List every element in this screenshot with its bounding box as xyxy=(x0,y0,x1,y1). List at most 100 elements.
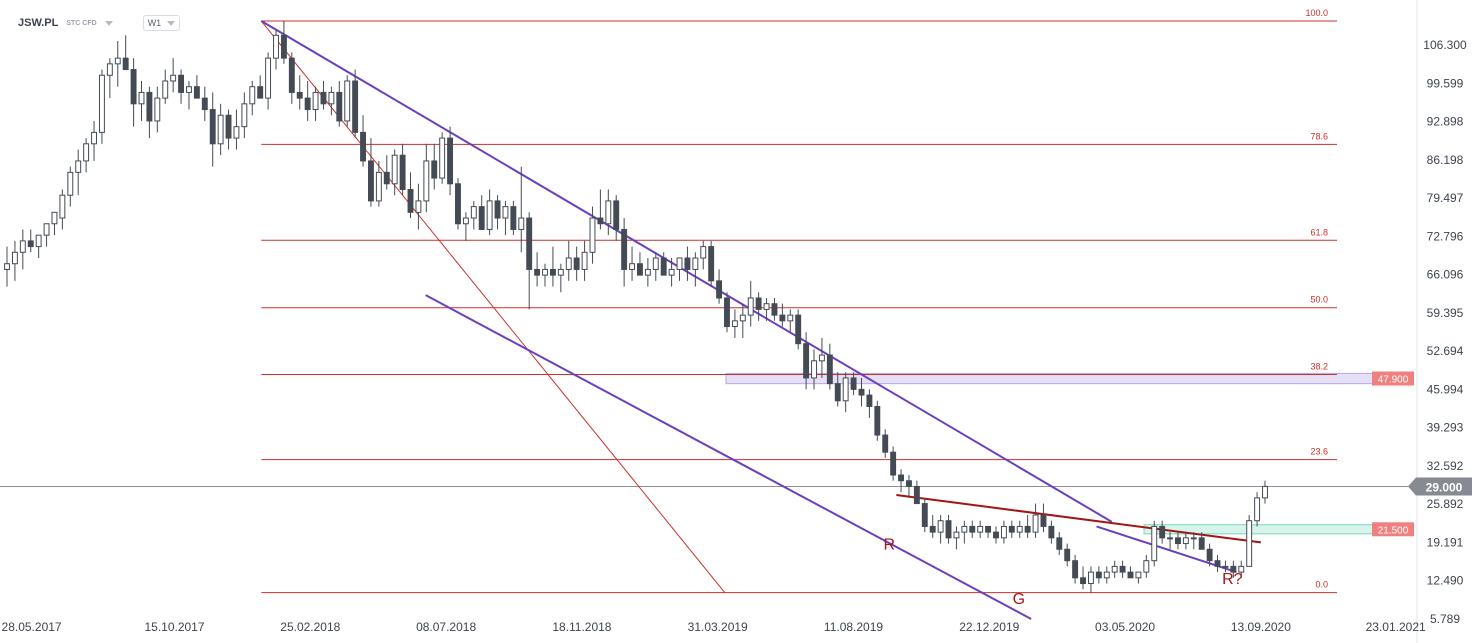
candle-body xyxy=(170,74,177,82)
candle-body xyxy=(391,154,398,185)
steep-trendline xyxy=(260,20,726,593)
candle-body xyxy=(708,246,715,282)
candle-body xyxy=(1056,537,1063,550)
candle-body xyxy=(1119,565,1126,573)
candle-body xyxy=(731,320,738,328)
candle-body xyxy=(217,114,224,145)
candle-body xyxy=(1159,525,1166,539)
candle-body xyxy=(280,34,287,59)
candle-body xyxy=(637,263,643,276)
y-tick-label: 72.796 xyxy=(1427,229,1464,243)
fib-level-label: 0.0 xyxy=(1315,580,1328,590)
candle-body xyxy=(35,234,42,248)
candle-body xyxy=(494,200,501,219)
candle-body xyxy=(613,200,620,230)
candle-body xyxy=(898,474,905,482)
candle-body xyxy=(953,531,960,539)
candle-body xyxy=(225,114,232,139)
candle-body xyxy=(1214,560,1221,567)
candle-body xyxy=(423,160,430,202)
current-price-label: 29.000 xyxy=(1426,480,1463,494)
candle-body xyxy=(186,86,192,93)
candle-body xyxy=(811,360,817,379)
candle-body xyxy=(565,257,572,270)
candle-body xyxy=(834,383,841,402)
candle-body xyxy=(763,303,770,310)
chart-header: JSW.PL STC CFD W1 xyxy=(18,14,181,32)
candle-body xyxy=(795,314,802,345)
symbol-label: JSW.PL xyxy=(18,17,59,29)
candle-body xyxy=(1024,525,1031,533)
candle-body xyxy=(273,34,279,59)
candle-body xyxy=(850,377,857,390)
candle-body xyxy=(1151,525,1158,562)
y-tick-label: 12.490 xyxy=(1427,574,1464,588)
candle-body xyxy=(581,251,588,270)
y-tick-label: 59.395 xyxy=(1427,306,1464,320)
candle-body xyxy=(1080,577,1086,585)
candle-body xyxy=(27,240,34,248)
x-tick-label: 25.02.2018 xyxy=(280,620,340,634)
y-tick-label: 52.694 xyxy=(1427,344,1464,358)
candle-body xyxy=(660,257,667,276)
candle-body xyxy=(486,200,493,230)
candle-body xyxy=(352,80,359,133)
fib-level-label: 50.0 xyxy=(1310,295,1328,305)
candle-body xyxy=(882,434,889,453)
candle-body xyxy=(605,200,612,225)
candle-body xyxy=(162,80,169,99)
candle-body xyxy=(43,223,50,236)
candle-body xyxy=(985,525,992,533)
candle-body xyxy=(652,257,659,270)
candle-body xyxy=(771,303,778,316)
x-tick-label: 18.11.2018 xyxy=(552,620,611,634)
candle-body xyxy=(1064,548,1071,562)
y-tick-label: 66.096 xyxy=(1427,268,1464,282)
candle-body xyxy=(360,131,366,162)
candle-body xyxy=(1190,537,1197,540)
candle-body xyxy=(818,354,825,362)
channel-lower-line xyxy=(425,294,1032,620)
candle-body xyxy=(67,171,74,196)
channel-lower-line-2 xyxy=(1096,525,1237,574)
candle-body xyxy=(597,217,604,225)
y-tick-label: 19.191 xyxy=(1427,535,1464,549)
candle-body xyxy=(375,171,382,202)
x-tick-label: 22.12.2019 xyxy=(959,620,1019,634)
candle-body xyxy=(304,97,311,111)
candle-body xyxy=(98,74,105,133)
candle-body xyxy=(937,520,944,533)
x-tick-label: 13.09.2020 xyxy=(1231,620,1291,634)
candle-body xyxy=(977,525,984,533)
candle-body xyxy=(146,91,153,122)
candle-body xyxy=(462,217,469,225)
candle-body xyxy=(676,257,683,270)
x-tick-label: 28.05.2017 xyxy=(2,620,62,634)
candle-body xyxy=(1000,525,1007,539)
candle-body xyxy=(193,86,200,99)
candle-body xyxy=(1127,571,1134,579)
candle-body xyxy=(779,314,786,322)
candle-body xyxy=(478,206,485,230)
candle-body xyxy=(407,188,414,213)
candle-body xyxy=(209,109,216,145)
y-tick-label: 92.898 xyxy=(1427,115,1464,129)
instrument-dropdown-icon[interactable] xyxy=(104,20,113,26)
candle-body xyxy=(842,377,849,402)
candle-body xyxy=(906,480,912,487)
candle-body xyxy=(75,160,82,173)
candle-body xyxy=(502,206,509,219)
resistance-line xyxy=(896,494,1262,544)
x-tick-label: 11.08.2019 xyxy=(824,620,883,634)
zone-badge xyxy=(1372,371,1414,386)
timeframe-selector[interactable]: W1 xyxy=(142,15,181,31)
candle-body xyxy=(447,137,454,185)
candle-body xyxy=(866,394,873,407)
x-tick-label: 08.07.2018 xyxy=(416,620,476,634)
candle-body xyxy=(913,485,920,505)
candle-body xyxy=(1008,525,1015,533)
candle-body xyxy=(542,268,548,276)
candle-body xyxy=(1167,537,1174,540)
candle-body xyxy=(684,257,691,270)
